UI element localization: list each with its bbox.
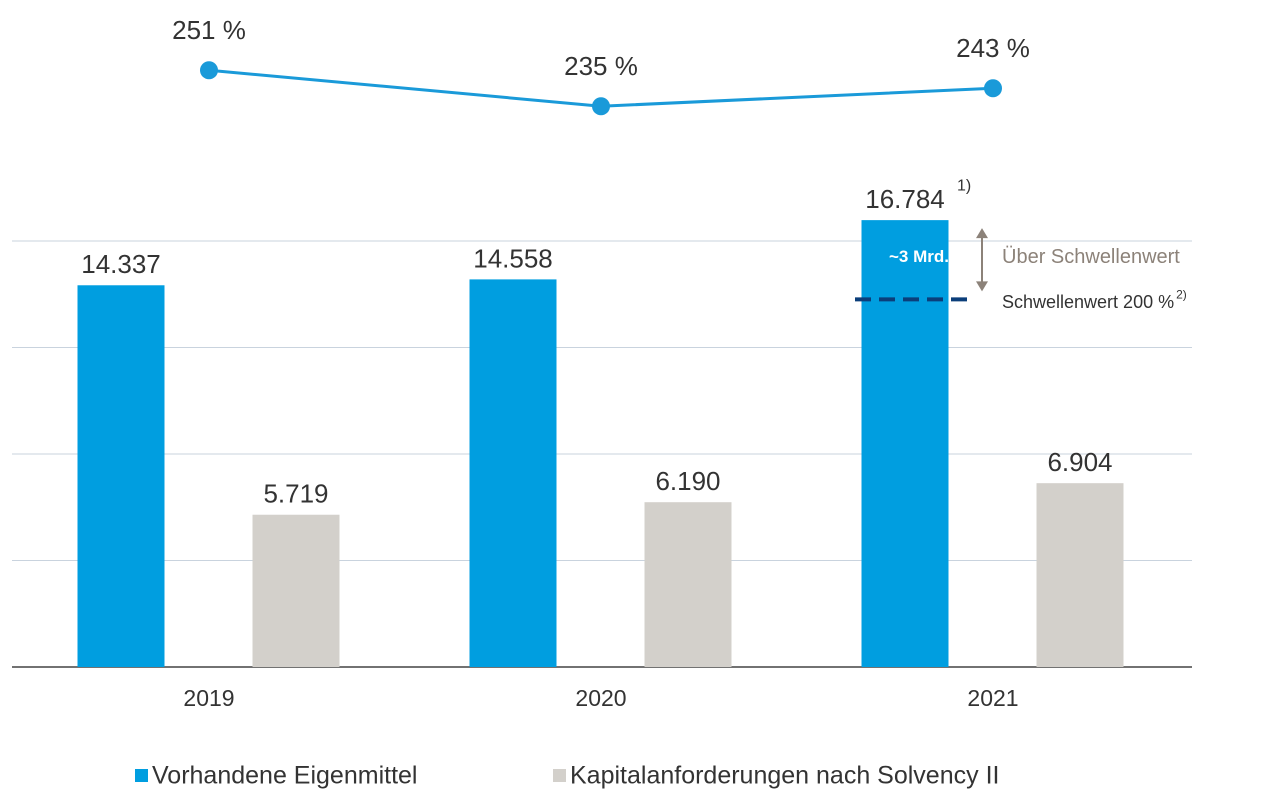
line-point [984, 79, 1002, 98]
threshold-label: Schwellenwert 200 % [1002, 292, 1174, 312]
legend-label: Kapitalanforderungen nach Solvency II [570, 762, 999, 790]
legend-swatch [135, 769, 148, 782]
x-tick-label: 2020 [575, 685, 626, 711]
line-point [592, 97, 610, 116]
value-label: 14.337 [81, 249, 161, 279]
excess-value: ~3 Mrd. [889, 247, 949, 266]
arrow-head [976, 228, 988, 239]
x-tick-label: 2019 [183, 685, 234, 711]
arrow-head [976, 281, 988, 292]
value-label: 251 % [172, 15, 246, 45]
value-label: 235 % [564, 51, 638, 81]
legend-swatch [553, 769, 566, 782]
bar [77, 285, 165, 667]
value-label: 243 % [956, 33, 1030, 63]
excess-label: Über Schwellenwert [1002, 246, 1180, 268]
value-label: 5.719 [263, 479, 328, 509]
value-label: 14.558 [473, 243, 553, 273]
x-tick-label: 2021 [967, 685, 1018, 711]
legend-label: Vorhandene Eigenmittel [152, 762, 417, 790]
bar [861, 220, 949, 667]
footnote: 1) [957, 177, 971, 194]
bar [644, 502, 732, 667]
footnote: 2) [1176, 288, 1187, 302]
value-label: 6.904 [1047, 447, 1112, 477]
line-point [200, 61, 218, 80]
bar [1036, 483, 1124, 667]
value-label: 16.784 [865, 184, 945, 214]
value-label: 6.190 [655, 466, 720, 496]
bar [469, 279, 557, 667]
bar [252, 514, 340, 667]
